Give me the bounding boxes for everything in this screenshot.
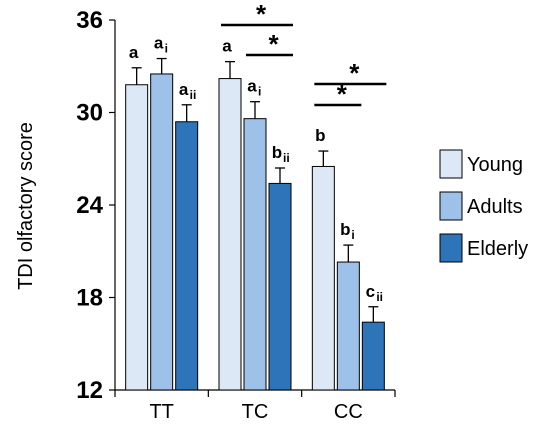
significance-star: * [256,0,267,29]
x-tick-label: CC [334,401,363,423]
significance-star: * [268,29,279,59]
legend-swatch [439,233,463,263]
bar [125,84,149,391]
bar-letter-subscript: ii [190,88,197,102]
bar [175,121,199,391]
bar [336,261,360,391]
bar-letter-label: c [366,282,375,301]
bar-letter-subscript: ii [376,290,383,304]
significance-brackets: **** [221,0,387,109]
bar [361,321,385,391]
axes: 12 18 24 30 36 TT TC CC [76,7,396,423]
y-tick-label: 30 [76,100,103,127]
bar [311,165,335,391]
x-tick-label: TT [149,401,173,423]
bar [243,118,267,391]
bar-letter-label: a [247,77,257,96]
bar-letter-subscript: i [258,85,261,99]
legend-label: Elderly [467,238,528,260]
bar-letter-subscript: i [351,228,354,242]
bar [218,78,242,391]
bar-letter-label: a [179,80,189,99]
bar-letter-label: b [340,220,350,239]
bar-letter-label: a [129,43,139,62]
bar [268,182,292,391]
bar [150,73,174,391]
x-tick-label: TC [242,401,269,423]
y-tick-label: 24 [76,192,103,219]
bar-letter-label: a [222,37,232,56]
bar-letter-subscript: i [165,42,168,56]
bar-letter-label: b [315,126,325,145]
legend-swatch [439,191,463,221]
bar-letter-subscript: ii [283,151,290,165]
significance-star: * [349,58,360,88]
y-tick-label: 12 [76,377,103,404]
y-axis-label: TDI olfactory score [15,122,37,290]
legend-swatch [439,149,463,179]
y-tick-label: 18 [76,285,103,312]
y-tick-label: 36 [76,7,103,34]
bar-letter-label: b [272,143,282,162]
significance-star: * [337,79,348,109]
legend: Young Adults Elderly [439,149,528,263]
bar-letter-label: a [154,34,164,53]
bars [125,57,385,391]
legend-label: Adults [467,196,523,218]
legend-label: Young [467,154,523,176]
